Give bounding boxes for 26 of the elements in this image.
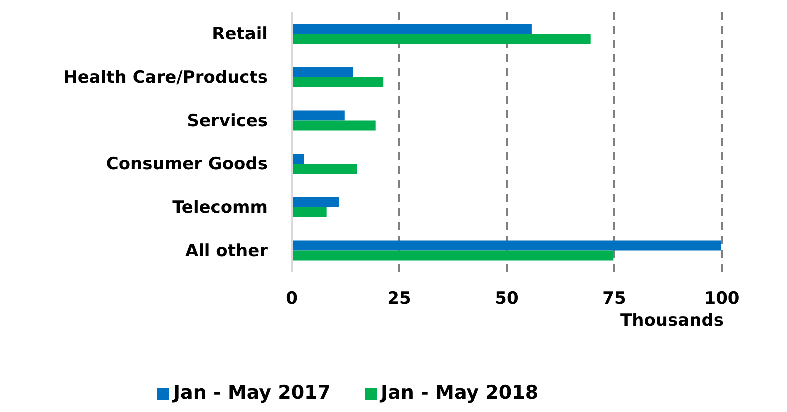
x-tick-label: 0 [286,289,298,310]
y-tick-label: Health Care/Products [64,68,268,88]
y-tick-label: Retail [212,24,268,45]
y-tick-label: Services [187,111,268,132]
x-tick-label: 50 [495,289,519,310]
bar [292,120,376,131]
bar [292,164,358,174]
bar [292,67,354,78]
bar [292,110,345,121]
y-tick-label: Telecomm [172,198,268,218]
x-axis-title: Thousands [620,311,724,331]
y-tick-label: Consumer Goods [106,154,268,175]
x-tick-label: 75 [602,289,626,310]
x-tick-label: 25 [388,289,412,310]
y-tick-label: All other [185,241,269,262]
bar [292,24,532,34]
bar [292,154,304,164]
legend-label: Jan - May 2018 [381,382,539,404]
legend-label: Jan - May 2017 [173,382,331,404]
bar [292,250,614,261]
bar [292,197,340,208]
bar [292,240,722,251]
bar [292,77,384,88]
x-tick-label: 100 [704,289,740,310]
bar [292,207,327,218]
bar [292,34,591,44]
